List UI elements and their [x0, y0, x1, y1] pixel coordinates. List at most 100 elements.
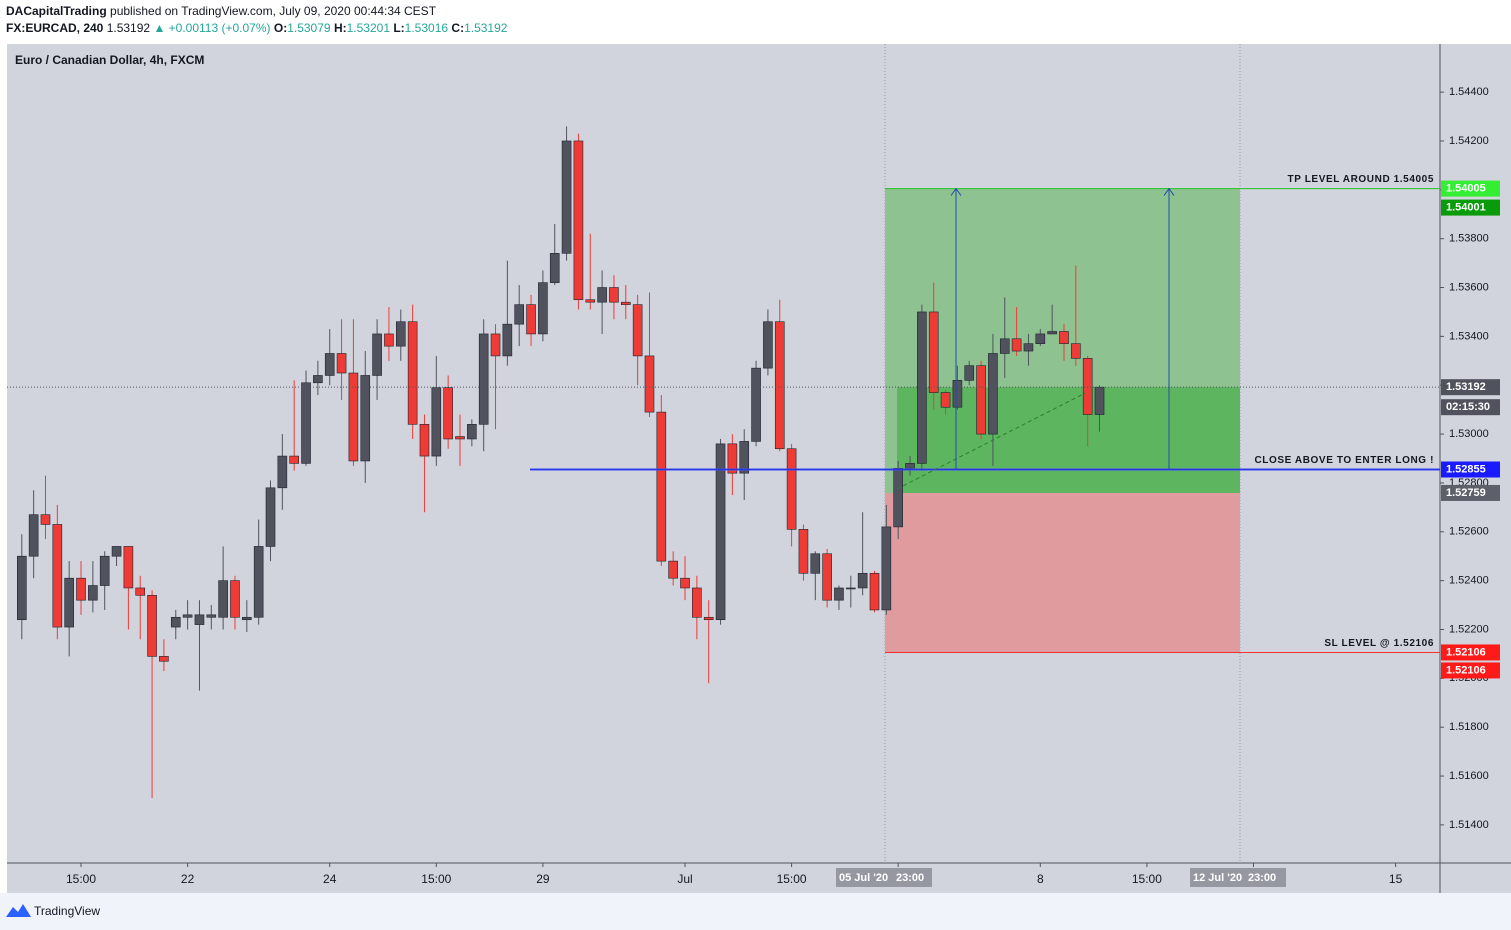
- footer-brand: TradingView: [34, 904, 100, 918]
- price-tag: [1441, 484, 1500, 501]
- trigger-note: CLOSE ABOVE TO ENTER LONG !: [1254, 455, 1434, 466]
- candle-body: [28, 514, 39, 557]
- ohlc-label: H:: [334, 21, 347, 35]
- candle-body: [668, 560, 678, 579]
- range-date: 05 Jul '20: [839, 872, 888, 884]
- ohlc-label: L:: [393, 21, 404, 35]
- ohlc-value: 1.53079: [287, 21, 331, 35]
- x-tick-label: 29: [536, 872, 550, 886]
- candle-body: [265, 487, 276, 547]
- candle-body: [834, 587, 844, 601]
- candle-body: [597, 287, 607, 303]
- candle-body: [1047, 331, 1057, 335]
- candle-body: [218, 580, 228, 618]
- candle-body: [478, 333, 489, 425]
- candle-body: [692, 587, 702, 618]
- logo-icon: [6, 904, 31, 917]
- candle-body: [1059, 331, 1069, 345]
- candle-body: [609, 287, 619, 303]
- price-tag-label: 1.54001: [1446, 201, 1486, 213]
- candle-body: [964, 365, 975, 381]
- range-time: 23:00: [1248, 872, 1276, 884]
- candle-body: [170, 616, 181, 628]
- candle-body: [419, 424, 430, 457]
- candle-body: [1071, 343, 1081, 359]
- x-tick-label: 8: [1037, 872, 1044, 886]
- y-tick-label: 1.54400: [1449, 86, 1489, 98]
- candle-body: [526, 304, 536, 335]
- candle-body: [502, 323, 513, 357]
- countdown-tag: [1441, 399, 1500, 416]
- x-tick-label: 22: [181, 872, 195, 886]
- candle-body: [822, 553, 832, 601]
- candle-body: [313, 375, 323, 384]
- candle-body: [585, 299, 596, 303]
- x-tick-label: 15:00: [777, 872, 807, 886]
- range-time: 23:00: [896, 872, 924, 884]
- candle-body: [881, 526, 892, 611]
- candle-body: [1082, 358, 1093, 415]
- quote-price: 1.53192: [107, 21, 151, 35]
- x-tick-label: 24: [323, 872, 337, 886]
- price-tag: [1441, 379, 1500, 396]
- candle-body: [443, 387, 453, 440]
- candle-body: [277, 455, 288, 489]
- y-tick-label: 1.51600: [1449, 770, 1489, 782]
- candle-body: [644, 355, 655, 413]
- price-tag: [1441, 644, 1500, 661]
- candle-body: [810, 553, 821, 574]
- candle-body: [111, 546, 122, 557]
- candle-body: [407, 321, 418, 425]
- candle-body: [905, 463, 915, 469]
- price-tag-label: 1.53192: [1446, 381, 1486, 393]
- candle-body: [123, 546, 134, 589]
- candle-body: [976, 365, 986, 435]
- y-tick-label: 1.52200: [1449, 623, 1489, 635]
- candle-body: [703, 616, 714, 621]
- range-label-bg: [836, 868, 932, 887]
- y-tick-label: 1.54200: [1449, 135, 1489, 147]
- footer-bg: [0, 893, 1511, 930]
- candle-body: [301, 382, 311, 464]
- candle-body: [620, 301, 631, 305]
- tp-note: TP LEVEL AROUND 1.54005: [1288, 174, 1434, 185]
- candle-body: [573, 140, 584, 301]
- header-bg: [0, 0, 1511, 44]
- published: published on TradingView.com, July 09, 2…: [110, 4, 437, 18]
- arrow-head: [1163, 187, 1175, 196]
- candle-body: [857, 573, 868, 589]
- candle-body: [17, 555, 27, 621]
- y-tick-label: 1.51800: [1449, 721, 1489, 733]
- candle-body: [455, 436, 465, 440]
- candle-body: [490, 333, 501, 357]
- price-tag: [1441, 199, 1500, 216]
- candle-body: [324, 353, 335, 376]
- candle-body: [715, 443, 726, 621]
- price-tag-label: 1.52106: [1446, 646, 1486, 658]
- candle-body: [656, 411, 667, 562]
- candle-body: [940, 392, 951, 408]
- price-tag-label: 1.54005: [1446, 183, 1486, 195]
- price-tag-label: 1.52759: [1446, 487, 1486, 499]
- candle-body: [135, 587, 146, 596]
- price-tag-label: 1.52855: [1446, 463, 1486, 475]
- arrow-head: [950, 187, 962, 196]
- ohlc-label: O:: [274, 21, 287, 35]
- candle-body: [230, 580, 240, 618]
- candle-body: [40, 514, 51, 525]
- price-tag: [1441, 662, 1500, 679]
- candle-body: [159, 656, 169, 662]
- candle-body: [774, 321, 785, 450]
- y-tick-label: 1.53600: [1449, 281, 1489, 293]
- y-tick-label: 1.52400: [1449, 575, 1489, 587]
- candle-body: [786, 448, 797, 530]
- candle-body: [893, 467, 903, 528]
- candle-body: [64, 577, 74, 628]
- candle-body: [538, 282, 548, 335]
- x-tick-label: 15: [1389, 872, 1403, 886]
- candle-body: [289, 455, 299, 464]
- quote-change: ▲ +0.00113 (+0.07%): [153, 21, 270, 35]
- header-line: DACapitalTrading published on TradingVie…: [6, 4, 437, 18]
- candle-body: [1011, 338, 1022, 352]
- range-date: 12 Jul '20: [1193, 872, 1242, 884]
